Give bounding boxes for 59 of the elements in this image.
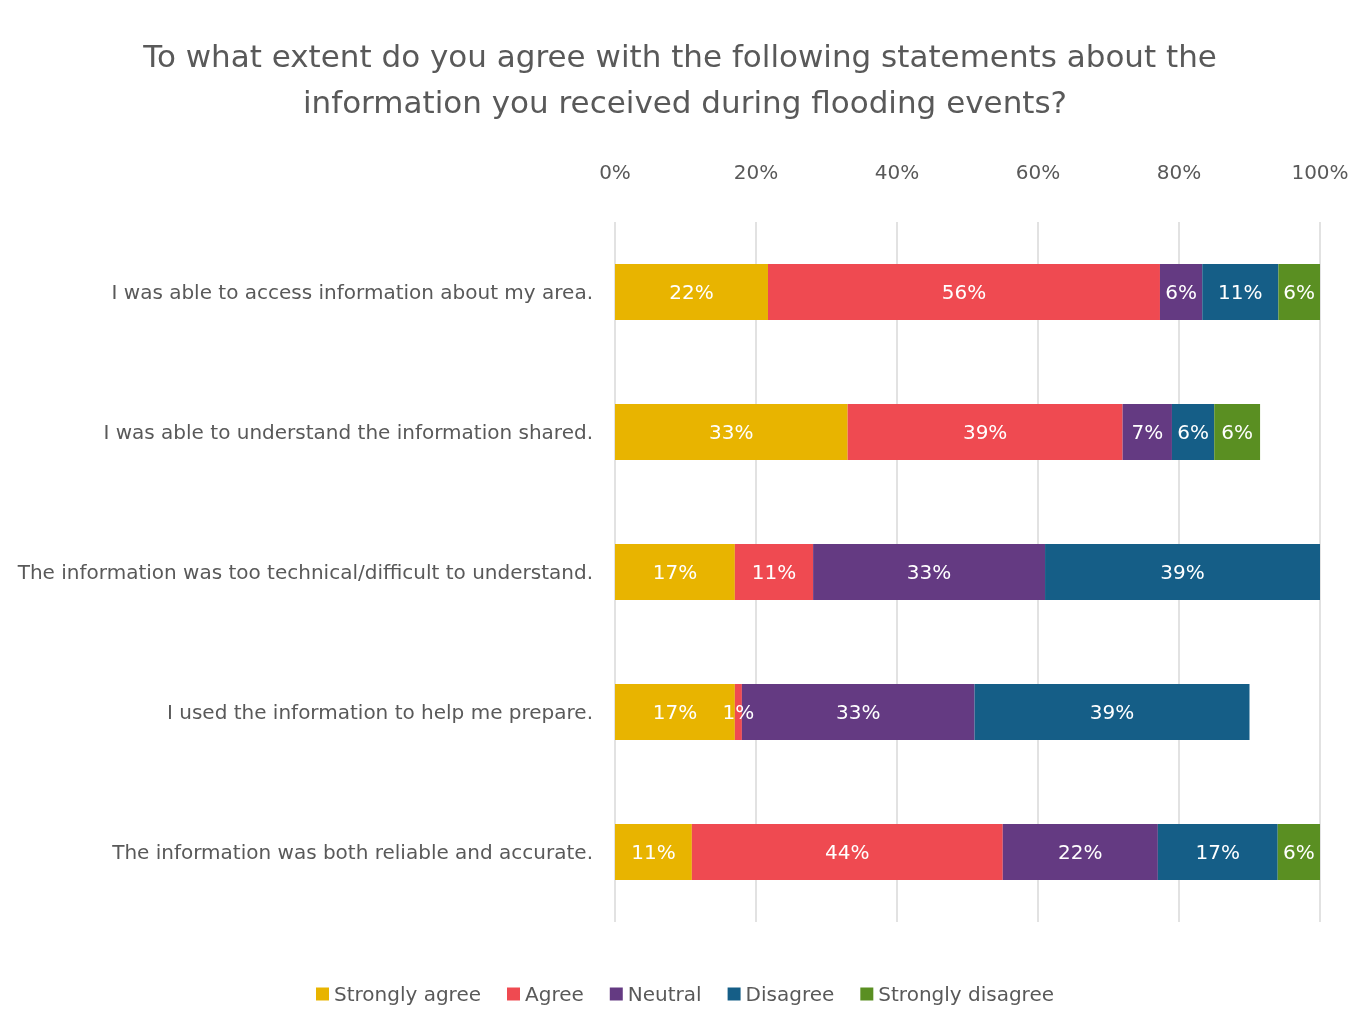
y-tick-label: The information was both reliable and accurate. bbox=[111, 840, 593, 864]
data-label: 33% bbox=[709, 420, 754, 444]
data-label: 7% bbox=[1131, 420, 1164, 444]
bar bbox=[1122, 404, 1172, 460]
chart-title: To what extent do you agree with the following statements about the information you received during flooding events? bbox=[142, 38, 1227, 120]
data-label: 1% bbox=[722, 700, 755, 724]
data-label: 6% bbox=[1165, 280, 1197, 304]
x-tick-label: 40% bbox=[874, 160, 920, 184]
bar bbox=[974, 684, 1250, 740]
x-tick-label: 20% bbox=[733, 160, 779, 184]
data-label: 6% bbox=[1177, 420, 1209, 444]
data-label: 17% bbox=[652, 700, 698, 724]
bar bbox=[734, 544, 814, 600]
bar bbox=[615, 264, 768, 320]
bar bbox=[1157, 824, 1278, 880]
data-label: 11% bbox=[1218, 280, 1263, 304]
data-label: 33% bbox=[836, 700, 881, 724]
bar bbox=[615, 544, 735, 600]
data-label: 11% bbox=[631, 840, 676, 864]
data-label: 33% bbox=[906, 560, 952, 584]
x-tick-label: 0% bbox=[599, 160, 631, 184]
data-label: 22% bbox=[669, 280, 714, 304]
legend-label: Disagree bbox=[745, 982, 835, 1006]
bar bbox=[1002, 824, 1158, 880]
bar bbox=[1214, 404, 1261, 460]
data-label: 6% bbox=[1282, 840, 1315, 864]
data-label: 22% bbox=[1058, 840, 1103, 864]
data-label: 11% bbox=[751, 560, 797, 584]
bar bbox=[1278, 264, 1320, 320]
legend-label: Agree bbox=[525, 982, 584, 1006]
bar bbox=[615, 824, 692, 880]
bar bbox=[691, 824, 1003, 880]
y-tick-label: The information was too technical/difficult to understand. bbox=[16, 560, 593, 584]
y-tick-label: I was able to access information about my area. bbox=[111, 280, 593, 304]
data-label: 6% bbox=[1221, 420, 1254, 444]
bar bbox=[1159, 264, 1203, 320]
legend-label: Neutral bbox=[627, 982, 702, 1006]
legend-label: Strongly agree bbox=[333, 982, 482, 1006]
data-label: 39% bbox=[1089, 700, 1135, 724]
data-label: 6% bbox=[1283, 280, 1316, 304]
bar bbox=[813, 544, 1046, 600]
x-tick-label: 100% bbox=[1291, 160, 1349, 184]
data-label: 39% bbox=[962, 420, 1008, 444]
bar bbox=[1045, 544, 1320, 600]
bar bbox=[615, 404, 848, 460]
legend-label: Strongly disagree bbox=[878, 982, 1055, 1006]
data-label: 17% bbox=[652, 560, 698, 584]
data-label: 39% bbox=[1160, 560, 1205, 584]
x-tick-label: 80% bbox=[1156, 160, 1202, 184]
bar bbox=[847, 404, 1123, 460]
data-label: 44% bbox=[825, 840, 870, 864]
y-tick-label: I used the information to help me prepare. bbox=[166, 700, 593, 724]
x-tick-label: 60% bbox=[1015, 160, 1061, 184]
data-label: 17% bbox=[1195, 840, 1240, 864]
bar bbox=[767, 264, 1160, 320]
data-label: 56% bbox=[941, 280, 987, 304]
bar bbox=[1202, 264, 1279, 320]
bar bbox=[1171, 404, 1215, 460]
y-tick-label: I was able to understand the information shared. bbox=[103, 420, 593, 444]
